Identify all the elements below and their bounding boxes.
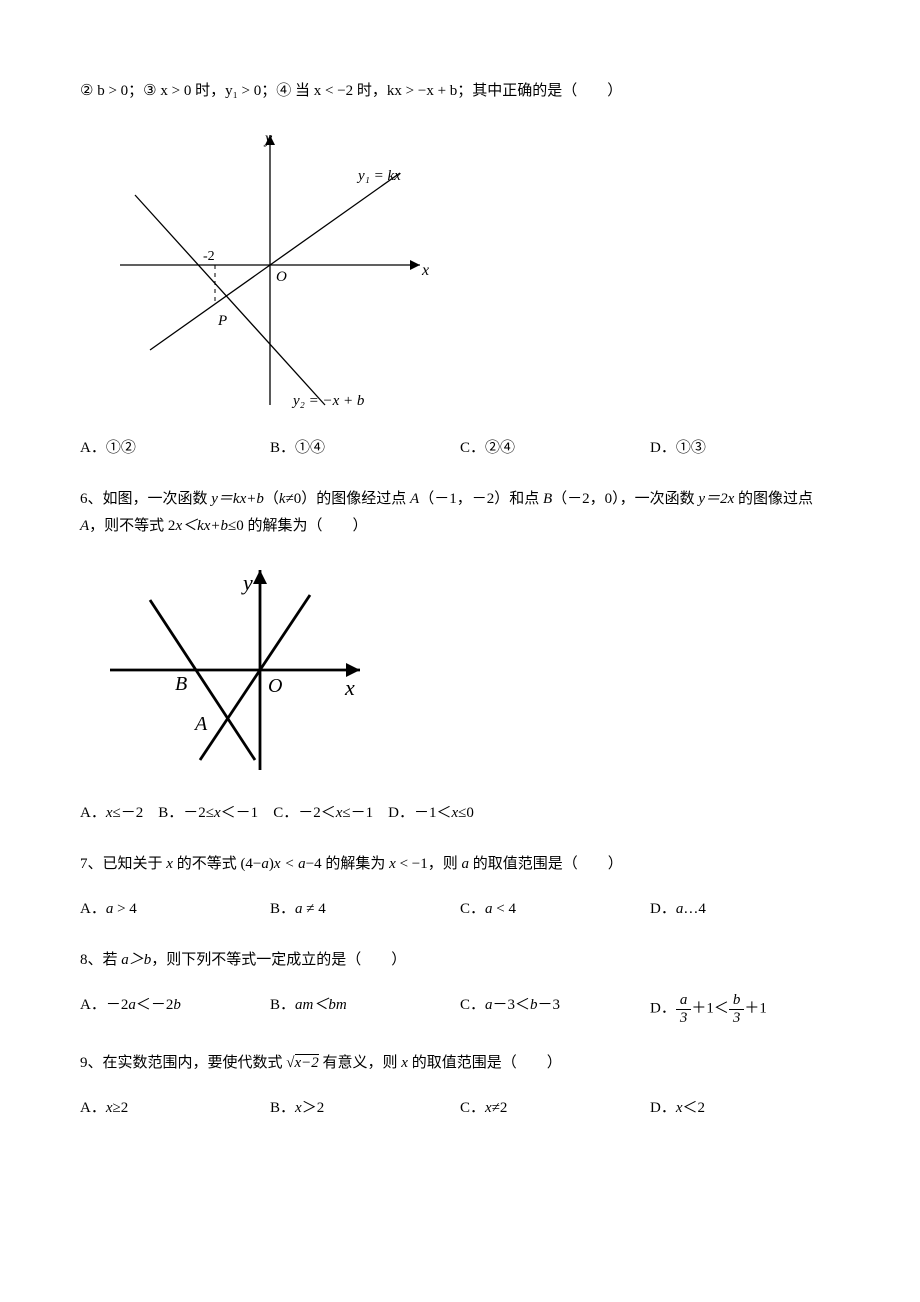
q9-text: 9、在实数范围内，要使代数式 √x−2 有意义，则 x 的取值范围是（ ） bbox=[80, 1050, 840, 1077]
svg-text:O: O bbox=[268, 675, 282, 697]
q5-svg: y x O -2 P y₁ = kx y₂ = −x + b bbox=[100, 125, 440, 415]
q5-optA: A．①② bbox=[80, 435, 270, 462]
q7-optD: D．a…4 bbox=[650, 896, 840, 923]
q6-svg: y x O B A bbox=[100, 560, 380, 780]
svg-text:P: P bbox=[217, 313, 227, 329]
q8-optD: D．a3＋1＜b3＋1 bbox=[650, 992, 840, 1026]
q5-options: A．①② B．①④ C．②④ D．①③ bbox=[80, 435, 840, 462]
svg-text:A: A bbox=[193, 713, 208, 735]
sqrt-expr: √x−2 bbox=[286, 1054, 319, 1071]
svg-text:y: y bbox=[263, 130, 273, 147]
q9-options: A．x≥2 B．x＞2 C．x≠2 D．x＜2 bbox=[80, 1095, 840, 1122]
q5-text: ② b > 0；③ x > 0 时，y₁ > 0；④ 当 x < −2 时，kx… bbox=[80, 83, 622, 99]
q5-figure: y x O -2 P y₁ = kx y₂ = −x + b bbox=[100, 125, 840, 415]
q8-optB: B．am＜bm bbox=[270, 992, 460, 1026]
q8-options: A．－2a＜－2b B．am＜bm C．a－3＜b－3 D．a3＋1＜b3＋1 bbox=[80, 992, 840, 1026]
q5-statements: ② b > 0；③ x > 0 时，y₁ > 0；④ 当 x < −2 时，kx… bbox=[80, 78, 840, 105]
svg-text:-2: -2 bbox=[203, 249, 215, 264]
q7-options: A．a > 4 B．a ≠ 4 C．a < 4 D．a…4 bbox=[80, 896, 840, 923]
q8-text: 8、若 a＞b，则下列不等式一定成立的是（ ） bbox=[80, 947, 840, 974]
q6-options: A．x≤－2 B．－2≤x＜－1 C．－2＜x≤－1 D．－1＜x≤0 bbox=[80, 800, 840, 827]
q7-optA: A．a > 4 bbox=[80, 896, 270, 923]
q9-optB: B．x＞2 bbox=[270, 1095, 460, 1122]
svg-text:y: y bbox=[241, 570, 253, 595]
fraction-1: a3 bbox=[676, 992, 692, 1026]
q6-text: 6、如图，一次函数 y＝kx+b（k≠0）的图像经过点 A（－1，－2）和点 B… bbox=[80, 486, 840, 540]
svg-text:B: B bbox=[175, 673, 187, 695]
q6-figure: y x O B A bbox=[100, 560, 840, 780]
svg-text:y₁ = kx: y₁ = kx bbox=[356, 168, 401, 184]
q9-optC: C．x≠2 bbox=[460, 1095, 650, 1122]
svg-text:O: O bbox=[276, 269, 287, 285]
q7-optB: B．a ≠ 4 bbox=[270, 896, 460, 923]
q7-optC: C．a < 4 bbox=[460, 896, 650, 923]
q5-optD: D．①③ bbox=[650, 435, 840, 462]
q9-optA: A．x≥2 bbox=[80, 1095, 270, 1122]
q7-text: 7、已知关于 x 的不等式 (4−a)x < a−4 的解集为 x < −1，则… bbox=[80, 851, 840, 878]
q5-optC: C．②④ bbox=[460, 435, 650, 462]
svg-text:x: x bbox=[421, 262, 429, 279]
q8-optC: C．a－3＜b－3 bbox=[460, 992, 650, 1026]
q8-optA: A．－2a＜－2b bbox=[80, 992, 270, 1026]
q5-optB: B．①④ bbox=[270, 435, 460, 462]
svg-text:y₂ = −x + b: y₂ = −x + b bbox=[291, 393, 365, 409]
svg-text:x: x bbox=[344, 675, 355, 700]
fraction-2: b3 bbox=[729, 992, 745, 1026]
q9-optD: D．x＜2 bbox=[650, 1095, 840, 1122]
